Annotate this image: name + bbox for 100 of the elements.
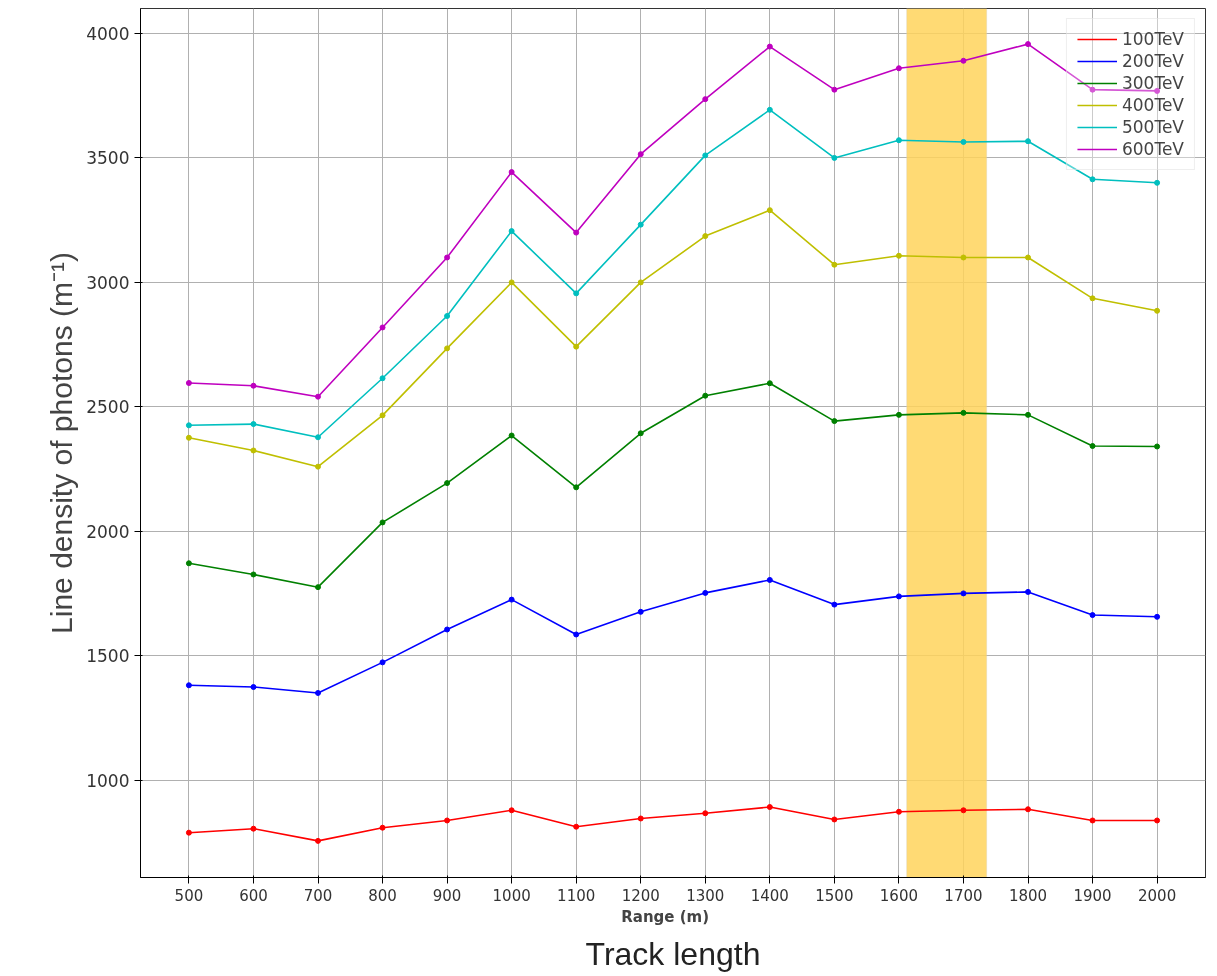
point: [315, 837, 321, 844]
point: [315, 434, 321, 441]
point: [444, 254, 451, 261]
point: [1025, 411, 1031, 418]
point: [315, 690, 321, 696]
point: [379, 824, 386, 831]
point: [960, 57, 967, 64]
point: [1089, 295, 1096, 302]
point: [960, 590, 967, 597]
x-tick-label: 700: [303, 886, 333, 905]
point: [702, 392, 709, 399]
point: [250, 421, 257, 428]
x-tick-label: 1400: [750, 886, 789, 905]
point: [895, 411, 902, 418]
point: [637, 221, 644, 228]
point: [508, 596, 515, 603]
point: [895, 808, 902, 815]
point: [315, 393, 321, 400]
x-tick-label: 1000: [492, 886, 531, 905]
point: [315, 463, 321, 470]
point: [831, 261, 838, 268]
point: [185, 422, 192, 429]
point: [250, 447, 257, 454]
x-tick-label: 1700: [944, 886, 983, 905]
point: [766, 207, 773, 214]
point: [960, 138, 967, 145]
point: [831, 86, 838, 93]
x-tick-label: 2000: [1138, 886, 1177, 905]
point: [573, 484, 580, 491]
point: [766, 43, 773, 50]
point: [508, 279, 515, 286]
y-tick-label: 2500: [86, 397, 130, 418]
point: [766, 576, 773, 583]
x-tick-label: 1300: [686, 886, 725, 905]
x-tick-label: 800: [368, 886, 397, 905]
point: [895, 137, 902, 144]
x-tick-label: 1900: [1073, 886, 1112, 905]
point: [573, 823, 580, 830]
point: [573, 229, 580, 236]
point: [508, 169, 515, 176]
point: [250, 684, 257, 691]
point: [444, 480, 451, 487]
x-tick-label: 1600: [879, 886, 919, 905]
point: [637, 608, 644, 615]
point: [573, 343, 580, 350]
point: [637, 279, 644, 286]
point: [379, 324, 386, 331]
x-tick-label: 500: [174, 886, 204, 905]
point: [637, 430, 644, 437]
point: [444, 345, 451, 352]
point: [702, 810, 709, 817]
point: [444, 626, 451, 633]
point: [573, 631, 580, 638]
point: [895, 252, 902, 259]
point: [379, 412, 386, 419]
point: [185, 434, 192, 441]
point: [831, 154, 838, 161]
x-tick-label: 900: [432, 886, 462, 905]
point: [1154, 817, 1161, 824]
y-tick-label: 2000: [86, 521, 130, 542]
point: [637, 815, 644, 822]
x-tick-label: 600: [239, 886, 268, 905]
legend-label: 500TeV: [1121, 117, 1184, 137]
point: [702, 589, 709, 596]
point: [508, 807, 515, 814]
point: [702, 233, 709, 240]
point: [1154, 613, 1161, 620]
point: [702, 96, 709, 103]
point: [1025, 254, 1031, 261]
point: [895, 593, 902, 600]
point: [1154, 307, 1161, 314]
point: [1025, 588, 1031, 595]
point: [250, 571, 257, 578]
x-tick-label: 1800: [1008, 886, 1048, 905]
point: [831, 816, 838, 823]
text: Track length: [585, 935, 761, 972]
y-tick-label: 1000: [86, 770, 130, 791]
point: [1025, 806, 1031, 813]
point: [766, 106, 773, 113]
point: [573, 290, 580, 297]
point: [379, 375, 386, 382]
point: [315, 584, 321, 591]
x-axis-title: Range (m): [621, 907, 710, 926]
legend-label: 200TeV: [1121, 51, 1184, 71]
y-tick-label: 3000: [86, 272, 130, 293]
legend-label: 400TeV: [1121, 95, 1184, 115]
point: [185, 829, 192, 836]
x-tick-label: 1200: [621, 886, 660, 905]
point: [960, 409, 967, 416]
point: [637, 151, 644, 158]
legend-label: 100TeV: [1121, 29, 1184, 49]
point: [250, 382, 257, 389]
y-axis-title: Line density of photons (m⁻¹): [45, 252, 79, 634]
point: [1025, 41, 1031, 48]
point: [185, 682, 192, 689]
legend-label: 300TeV: [1121, 73, 1184, 93]
point: [766, 804, 773, 811]
y-tick-label: 3500: [86, 148, 130, 169]
point: [1025, 138, 1031, 145]
point: [960, 254, 967, 261]
